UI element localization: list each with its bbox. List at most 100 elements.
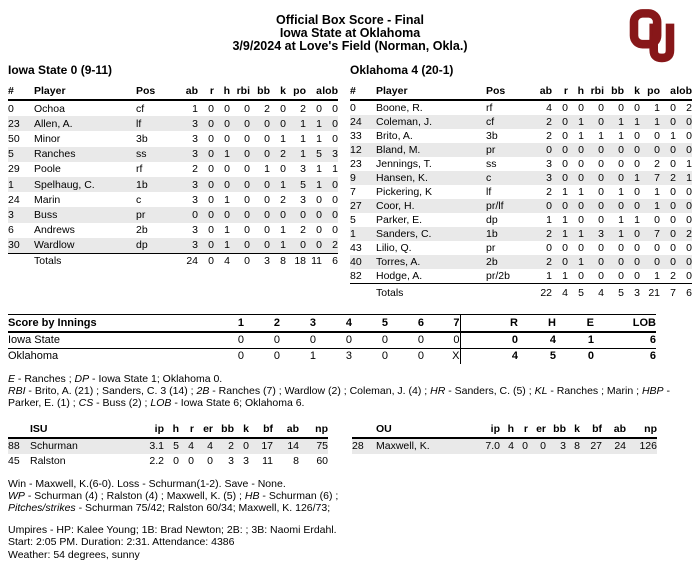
stat-abbrev: DP — [74, 372, 90, 385]
stat-cell: 2 — [654, 158, 660, 170]
player-name: Marin — [34, 193, 61, 206]
stat-cell: 0 — [207, 455, 213, 468]
stat-cell: 0 — [562, 130, 568, 142]
col-ab: ab — [176, 84, 198, 101]
stat-cell: 0 — [618, 200, 624, 212]
summary-score: 5 — [549, 350, 556, 362]
col-np: np — [299, 421, 328, 439]
player-number: 23 — [350, 158, 362, 170]
stat-cell: 0 — [598, 214, 604, 226]
note-text: - Buss (2) ; — [93, 396, 151, 409]
col-h: h — [568, 84, 584, 101]
stat-cell: 0 — [280, 117, 286, 130]
inning-score: 0 — [417, 350, 424, 362]
line-score-team: Oklahoma — [8, 350, 59, 362]
player-number: 5 — [8, 148, 14, 161]
stat-cell: 2 — [192, 163, 198, 176]
report-venue: 3/9/2024 at Love's Field (Norman, Okla.) — [232, 39, 468, 53]
player-position: cf — [486, 116, 495, 128]
stat-cell: 1 — [654, 200, 660, 212]
totals-stat-cell: 3 — [624, 283, 640, 300]
stat-cell: 0 — [578, 242, 584, 254]
inning-score: X — [424, 348, 461, 364]
player-number: 40 — [350, 256, 362, 268]
player-name: Ochoa — [34, 102, 65, 115]
note-line: RBI - Brito, A. (21) ; Sanders, C. 3 (14… — [8, 385, 692, 409]
col-h: h — [164, 421, 179, 439]
stat-cell: 0 — [598, 102, 604, 114]
player-position: ss — [136, 148, 147, 161]
batting-row: 6 Andrews 2b 3 0 1 0 0 1 2 0 0 — [8, 223, 338, 238]
summary-score: 6 — [649, 350, 656, 362]
stat-cell: 3 — [546, 172, 552, 184]
stat-cell: 0 — [670, 214, 676, 226]
totals-pos-blank — [486, 283, 530, 300]
player-name: Ranches — [34, 148, 76, 161]
summary-score: 6 — [594, 331, 656, 349]
stat-cell: 3 — [243, 455, 249, 468]
stat-cell: 0 — [224, 132, 230, 145]
note-text: - Ranches ; — [15, 372, 75, 385]
player-name: Minor — [34, 132, 61, 145]
stat-cell: 0 — [224, 208, 230, 221]
batting-row: 5 Parker, E. dp 1 1 0 0 1 1 0 0 0 — [350, 213, 692, 227]
player-position: pr — [486, 242, 496, 254]
report-matchup: Iowa State at Oklahoma — [279, 26, 421, 40]
stat-cell: 0 — [546, 144, 552, 156]
stat-cell: 0 — [300, 239, 306, 252]
col-pos: Pos — [136, 84, 176, 101]
stat-cell: 3 — [192, 193, 198, 206]
player-position: pr — [136, 208, 146, 221]
stat-cell: 0 — [264, 239, 270, 252]
player-position: lf — [486, 186, 492, 198]
batting-row: 50 Minor 3b 3 0 0 0 0 1 1 1 0 — [8, 131, 338, 146]
stat-cell: 27 — [590, 440, 602, 453]
col-player: Player — [34, 84, 136, 101]
stat-cell: 0 — [634, 144, 640, 156]
stat-cell: 1 — [264, 163, 270, 176]
batting-row: 24 Coleman, J. cf 2 0 1 0 1 1 1 0 0 — [350, 115, 692, 129]
stat-cell: 3 — [192, 239, 198, 252]
pitcher-number: 28 — [352, 440, 364, 453]
note-line: E - Ranches ; DP - Iowa State 1; Oklahom… — [8, 373, 692, 385]
stat-cell: 3 — [560, 440, 566, 453]
player-position: dp — [486, 214, 498, 226]
inning-score: 3 — [345, 350, 352, 362]
stat-cell: 1 — [300, 148, 306, 161]
stat-cell: 0 — [686, 200, 692, 212]
stat-abbrev: KL — [534, 384, 548, 397]
stat-abbrev: E — [8, 372, 16, 385]
stat-cell: 3 — [192, 148, 198, 161]
stat-cell: 2 — [546, 130, 552, 142]
player-number: 3 — [8, 208, 14, 221]
stat-cell: 1 — [280, 224, 286, 237]
stat-cell: 0 — [562, 144, 568, 156]
stat-cell: 1 — [654, 186, 660, 198]
player-name: Pickering, K — [376, 186, 433, 198]
totals-stat-cell: 18 — [286, 252, 306, 270]
umpires-line: Umpires - HP: Kalee Young; 1B: Brad Newt… — [8, 523, 337, 536]
stat-cell: 2 — [546, 116, 552, 128]
player-name: Poole — [34, 163, 61, 176]
totals-stat-cell: 3 — [250, 252, 270, 270]
stat-cell: 0 — [618, 256, 624, 268]
stat-cell: 2 — [546, 186, 552, 198]
stat-cell: 0 — [598, 256, 604, 268]
batting-row: 24 Marin c 3 0 1 0 0 2 3 0 0 — [8, 192, 338, 207]
batting-row: 5 Ranches ss 3 0 1 0 0 2 1 5 3 — [8, 146, 338, 162]
note-text: - Parker, E. (1) ; — [8, 384, 670, 409]
stat-cell: 1 — [618, 130, 624, 142]
stat-cell: 0 — [634, 256, 640, 268]
stat-cell: 1 — [332, 163, 338, 176]
batting-section: Iowa State 0 (9-11) # Player Pos ab r h rbi bb k… — [8, 63, 692, 300]
stat-abbrev: HR — [430, 384, 446, 397]
stat-cell: 3 — [228, 455, 234, 468]
away-pitching-table: ISU ip h r er bb k bf ab np 88 Schurman 3.1 5 4 4 2 0 17 14… — [8, 421, 328, 469]
stat-abbrev: LOB — [150, 396, 172, 409]
stat-cell: 0 — [224, 178, 230, 191]
stat-cell: 0 — [598, 200, 604, 212]
line-score-row: Iowa State 0 0 0 0 0 0 0 0 4 1 6 — [8, 331, 656, 349]
totals-stat-cell: 8 — [270, 252, 286, 270]
summary-header: LOB — [594, 314, 656, 333]
